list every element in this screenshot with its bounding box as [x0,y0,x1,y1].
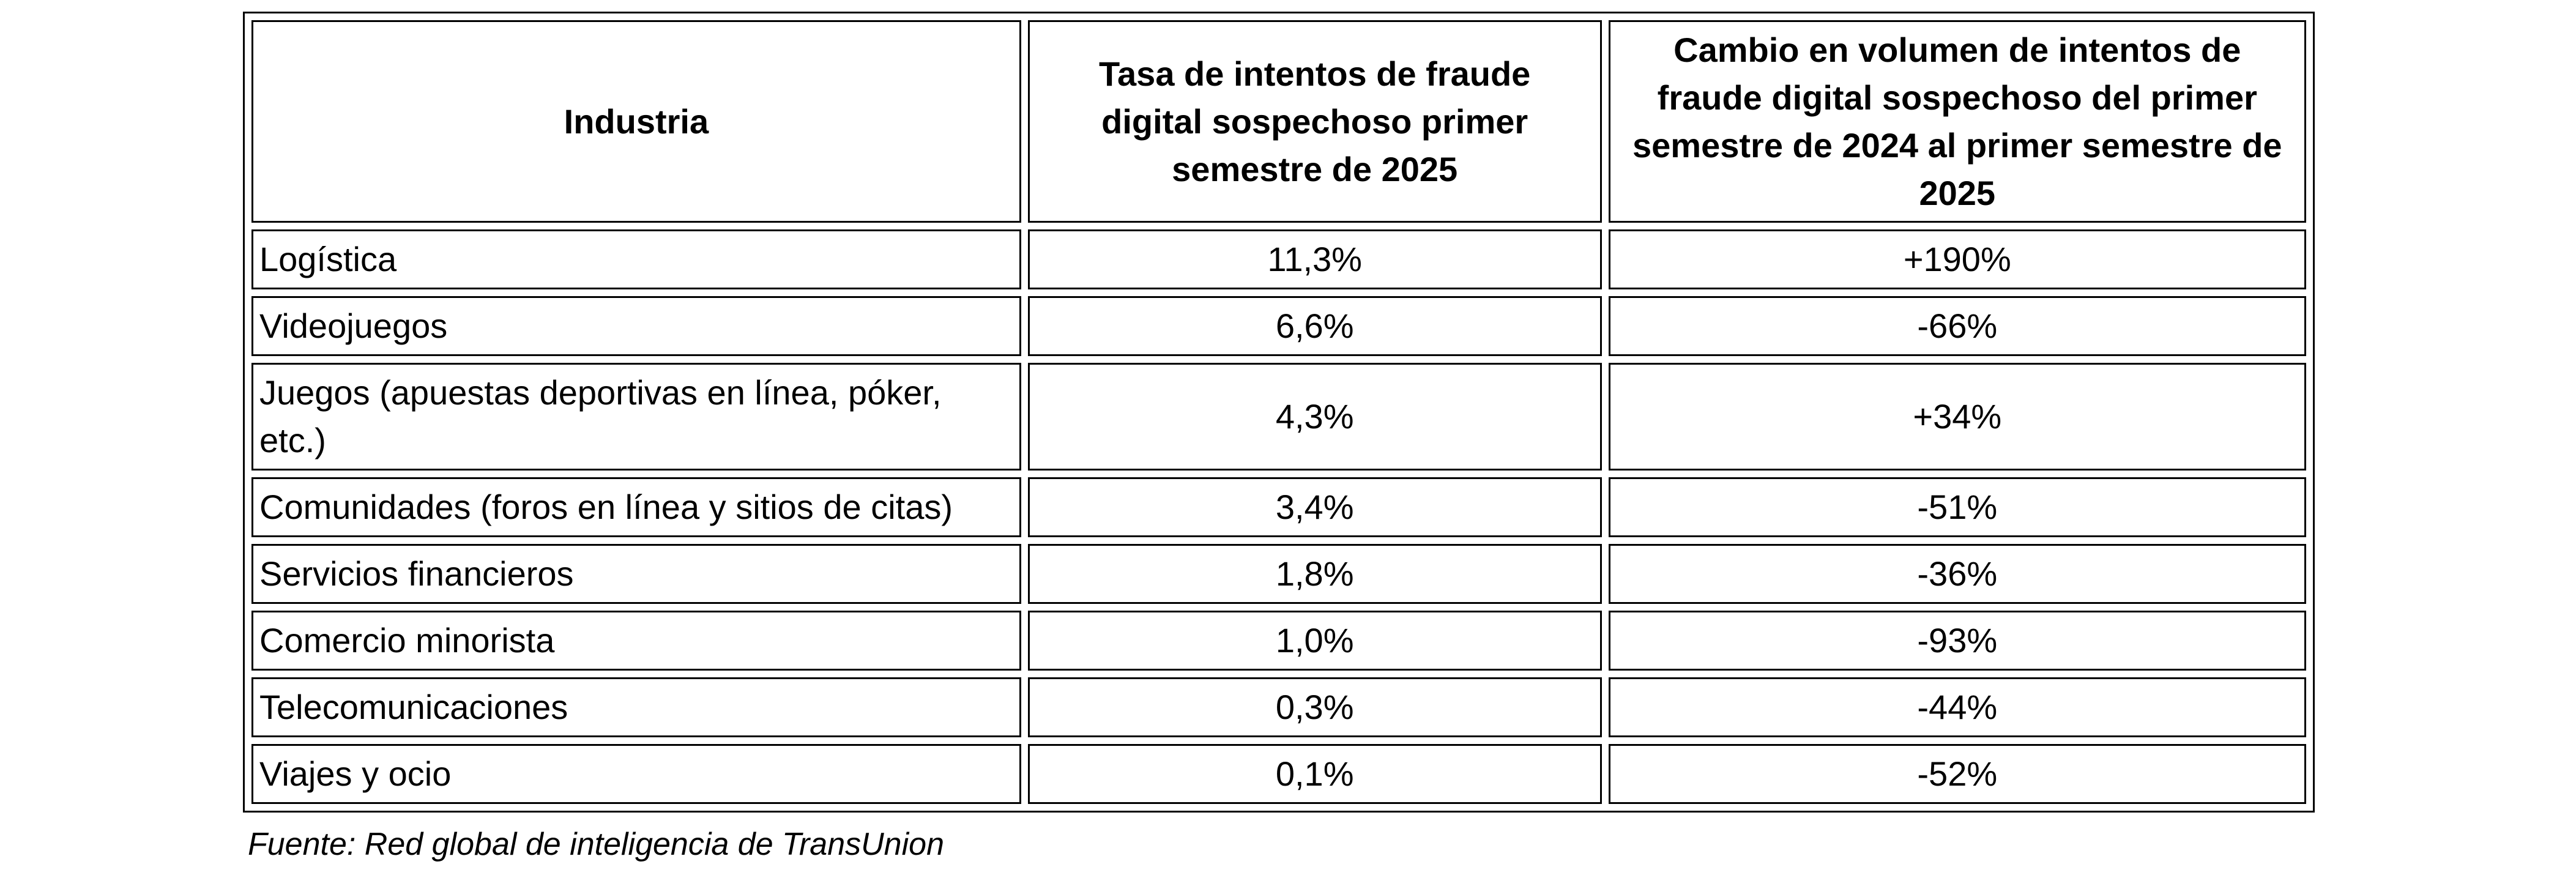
industry-cell: Telecomunicaciones [251,677,1021,737]
industry-cell: Juegos (apuestas deportivas en línea, pó… [251,363,1021,471]
header-industry: Industria [251,20,1021,223]
table-row: Comercio minorista 1,0% -93% [251,611,2306,671]
change-cell: -36% [1608,544,2306,604]
fraud-by-industry-table: Industria Tasa de intentos de fraude dig… [245,13,2313,811]
change-cell: -66% [1608,296,2306,356]
industry-cell: Viajes y ocio [251,744,1021,804]
table-header-row: Industria Tasa de intentos de fraude dig… [251,20,2306,223]
change-cell: -52% [1608,744,2306,804]
industry-cell: Videojuegos [251,296,1021,356]
fraud-table-frame: Industria Tasa de intentos de fraude dig… [243,12,2315,813]
table-row: Servicios financieros 1,8% -36% [251,544,2306,604]
rate-cell: 6,6% [1027,296,1602,356]
change-cell: -44% [1608,677,2306,737]
rate-cell: 11,3% [1027,229,1602,289]
source-caption: Fuente: Red global de inteligencia de Tr… [248,827,944,862]
table-row: Videojuegos 6,6% -66% [251,296,2306,356]
rate-cell: 4,3% [1027,363,1602,471]
header-fraud-rate: Tasa de intentos de fraude digital sospe… [1027,20,1602,223]
rate-cell: 0,1% [1027,744,1602,804]
rate-cell: 3,4% [1027,477,1602,537]
industry-cell: Comercio minorista [251,611,1021,671]
table-row: Viajes y ocio 0,1% -52% [251,744,2306,804]
change-cell: +34% [1608,363,2306,471]
table-row: Logística 11,3% +190% [251,229,2306,289]
change-cell: -51% [1608,477,2306,537]
table-row: Juegos (apuestas deportivas en línea, pó… [251,363,2306,471]
industry-cell: Servicios financieros [251,544,1021,604]
table-row: Telecomunicaciones 0,3% -44% [251,677,2306,737]
rate-cell: 1,8% [1027,544,1602,604]
rate-cell: 0,3% [1027,677,1602,737]
change-cell: +190% [1608,229,2306,289]
industry-cell: Comunidades (foros en línea y sitios de … [251,477,1021,537]
header-volume-change: Cambio en volumen de intentos de fraude … [1608,20,2306,223]
industry-cell: Logística [251,229,1021,289]
table-row: Comunidades (foros en línea y sitios de … [251,477,2306,537]
change-cell: -93% [1608,611,2306,671]
rate-cell: 1,0% [1027,611,1602,671]
